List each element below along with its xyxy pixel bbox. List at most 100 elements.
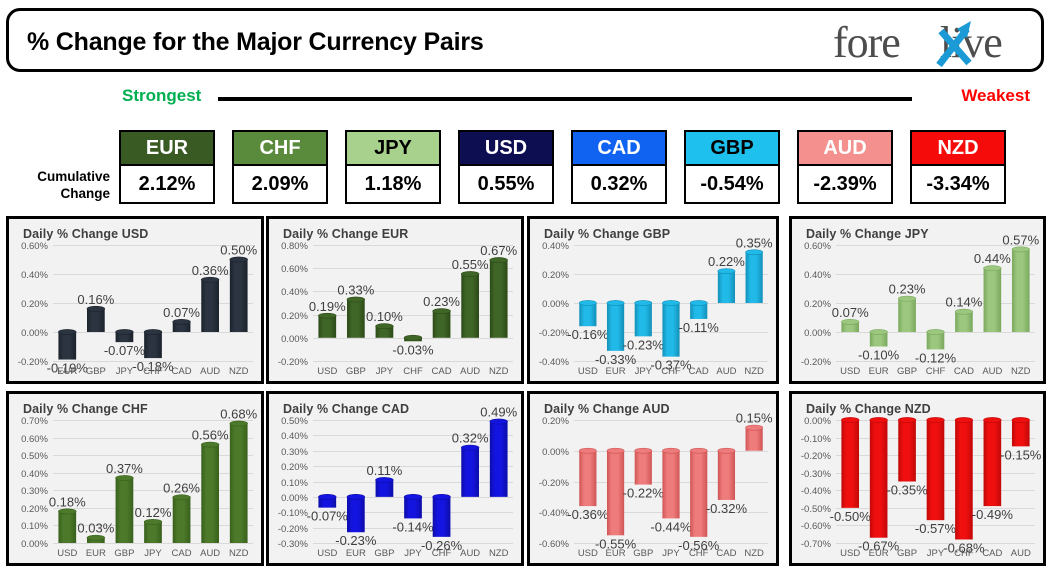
y-axis-tick-label: -0.40% [801,486,832,497]
data-label-jpy: -0.57% [915,521,957,536]
x-axis-tick-label: CAD [432,366,452,377]
x-axis-tick-label: EUR [606,366,626,377]
bar-cap [115,475,134,481]
x-axis-tick-label: USD [840,548,860,559]
data-label-chf: -0.26% [421,538,463,553]
bar-gbp [375,479,394,497]
y-axis-tick-label: -0.60% [539,539,570,550]
bar-chf [662,303,680,357]
bar-cap [460,271,480,277]
bar-gbp [634,450,652,485]
y-axis-tick-label: 0.20% [542,270,569,281]
strength-scale: Strongest Weakest [0,84,1052,114]
x-axis-tick-label: CHF [661,366,681,377]
x-axis-tick-label: NZD [489,548,509,559]
bar-jpy [144,521,162,543]
data-label-jpy: -0.23% [623,337,665,352]
bar-cap [634,300,653,306]
bar-cad [432,311,451,338]
data-label-nzd: 0.68% [220,407,257,422]
bar-aud [1011,420,1030,447]
bar-cap [143,519,163,525]
cumulative-value-cad: 0.32% [571,166,667,204]
chart-svg-nzd: 0.00%-0.10%-0.20%-0.30%-0.40%-0.50%-0.60… [801,416,1042,559]
bar-usd [579,450,597,507]
y-axis-tick-label: 0.60% [21,241,48,252]
y-axis-tick-label: 0.60% [281,264,308,275]
data-label-usd: 0.07% [832,305,869,320]
data-label-usd: -0.16% [567,327,609,342]
bar-cap [375,477,394,483]
bar-cap [172,318,191,325]
bar-cap [606,300,625,306]
x-axis-tick-label: USD [840,366,860,377]
x-axis-tick-label: JPY [662,548,680,559]
bar-eur [58,332,77,360]
data-label-chf: -0.56% [678,538,720,553]
bar-jpy [375,326,394,338]
cumulative-change-label: Cumulative Change [6,168,110,202]
bar-cap [346,296,366,303]
x-axis-tick-label: USD [317,548,337,559]
y-axis-tick-label: -0.10% [278,508,309,519]
plot-area-jpy: 0.60% 0.40% 0.20% 0.00% -0.20% 0.07% USD -0.10%… [792,219,1043,381]
bar-cad [955,311,973,332]
strength-scale-line [218,97,912,101]
cumulative-label-line1: Cumulative [37,169,110,184]
chart-panel-chf: Daily % Change CHF 0.70% 0.60% 0.50% 0.40% 0.… [6,391,264,566]
bar-cap [634,447,653,454]
chart-title-eur: Daily % Change EUR [283,227,409,241]
y-axis-tick-label: -0.20% [801,357,832,368]
chart-panel-nzd: Daily % Change NZD 0.00% -0.10% -0.20% -0.30… [789,391,1046,566]
data-label-eur: -0.33% [595,352,637,367]
chart-panel-gbp: Daily % Change GBP 0.40% 0.20% 0.00% -0.20% -… [527,216,779,384]
bar-nzd [745,252,763,303]
bar-eur [606,303,625,351]
bar-cad [717,450,736,500]
bar-cap [375,323,394,330]
x-axis-tick-label: GBP [346,366,366,377]
data-label-chf: -0.18% [132,359,174,374]
data-label-aud: -0.15% [1000,447,1042,462]
cumulative-value-nzd: -3.34% [910,166,1006,204]
bar-cap [689,300,708,306]
data-label-cad: 0.26% [163,480,200,495]
y-axis-tick-label: 0.00% [542,299,569,310]
x-axis-tick-label: EUR [346,548,366,559]
bar-chf [432,496,451,537]
data-label-eur: -0.23% [335,533,377,548]
data-label-nzd: 0.50% [220,243,257,258]
data-label-cad: 0.23% [423,294,460,309]
bar-cap [432,493,451,500]
bar-usd [841,321,860,332]
data-label-aud: 0.56% [192,428,229,443]
bar-usd [318,315,337,338]
x-axis-tick-label: GBP [114,548,134,559]
bar-usd [841,420,860,508]
x-axis-tick-label: AUD [460,548,480,559]
x-axis-tick-label: USD [578,548,598,559]
y-axis-tick-label: -0.60% [801,521,832,532]
currency-column-usd: USD 0.55% [458,130,554,204]
data-label-aud: 0.32% [452,431,489,446]
y-axis-tick-label: -0.50% [801,504,832,515]
bar-gbp [347,299,365,338]
bar-cap [841,318,860,325]
bar-cap [115,329,134,335]
data-label-jpy: -0.44% [650,519,692,534]
currency-code-chf: CHF [232,130,328,166]
bar-jpy [115,332,134,343]
x-axis-tick-label: EUR [869,366,889,377]
bar-cad [172,321,191,332]
y-axis-tick-label: 0.20% [21,504,48,515]
currency-code-jpy: JPY [345,130,441,166]
y-axis-tick-label: 0.50% [281,416,308,427]
data-label-chf: -0.37% [650,358,692,373]
bar-cap [143,329,163,335]
x-axis-tick-label: CAD [982,548,1002,559]
cumulative-value-usd: 0.55% [458,166,554,204]
bar-cap [346,493,366,500]
logo-x-arrow-icon [936,21,972,68]
cumulative-value-gbp: -0.54% [684,166,780,204]
bar-cap [460,444,480,451]
